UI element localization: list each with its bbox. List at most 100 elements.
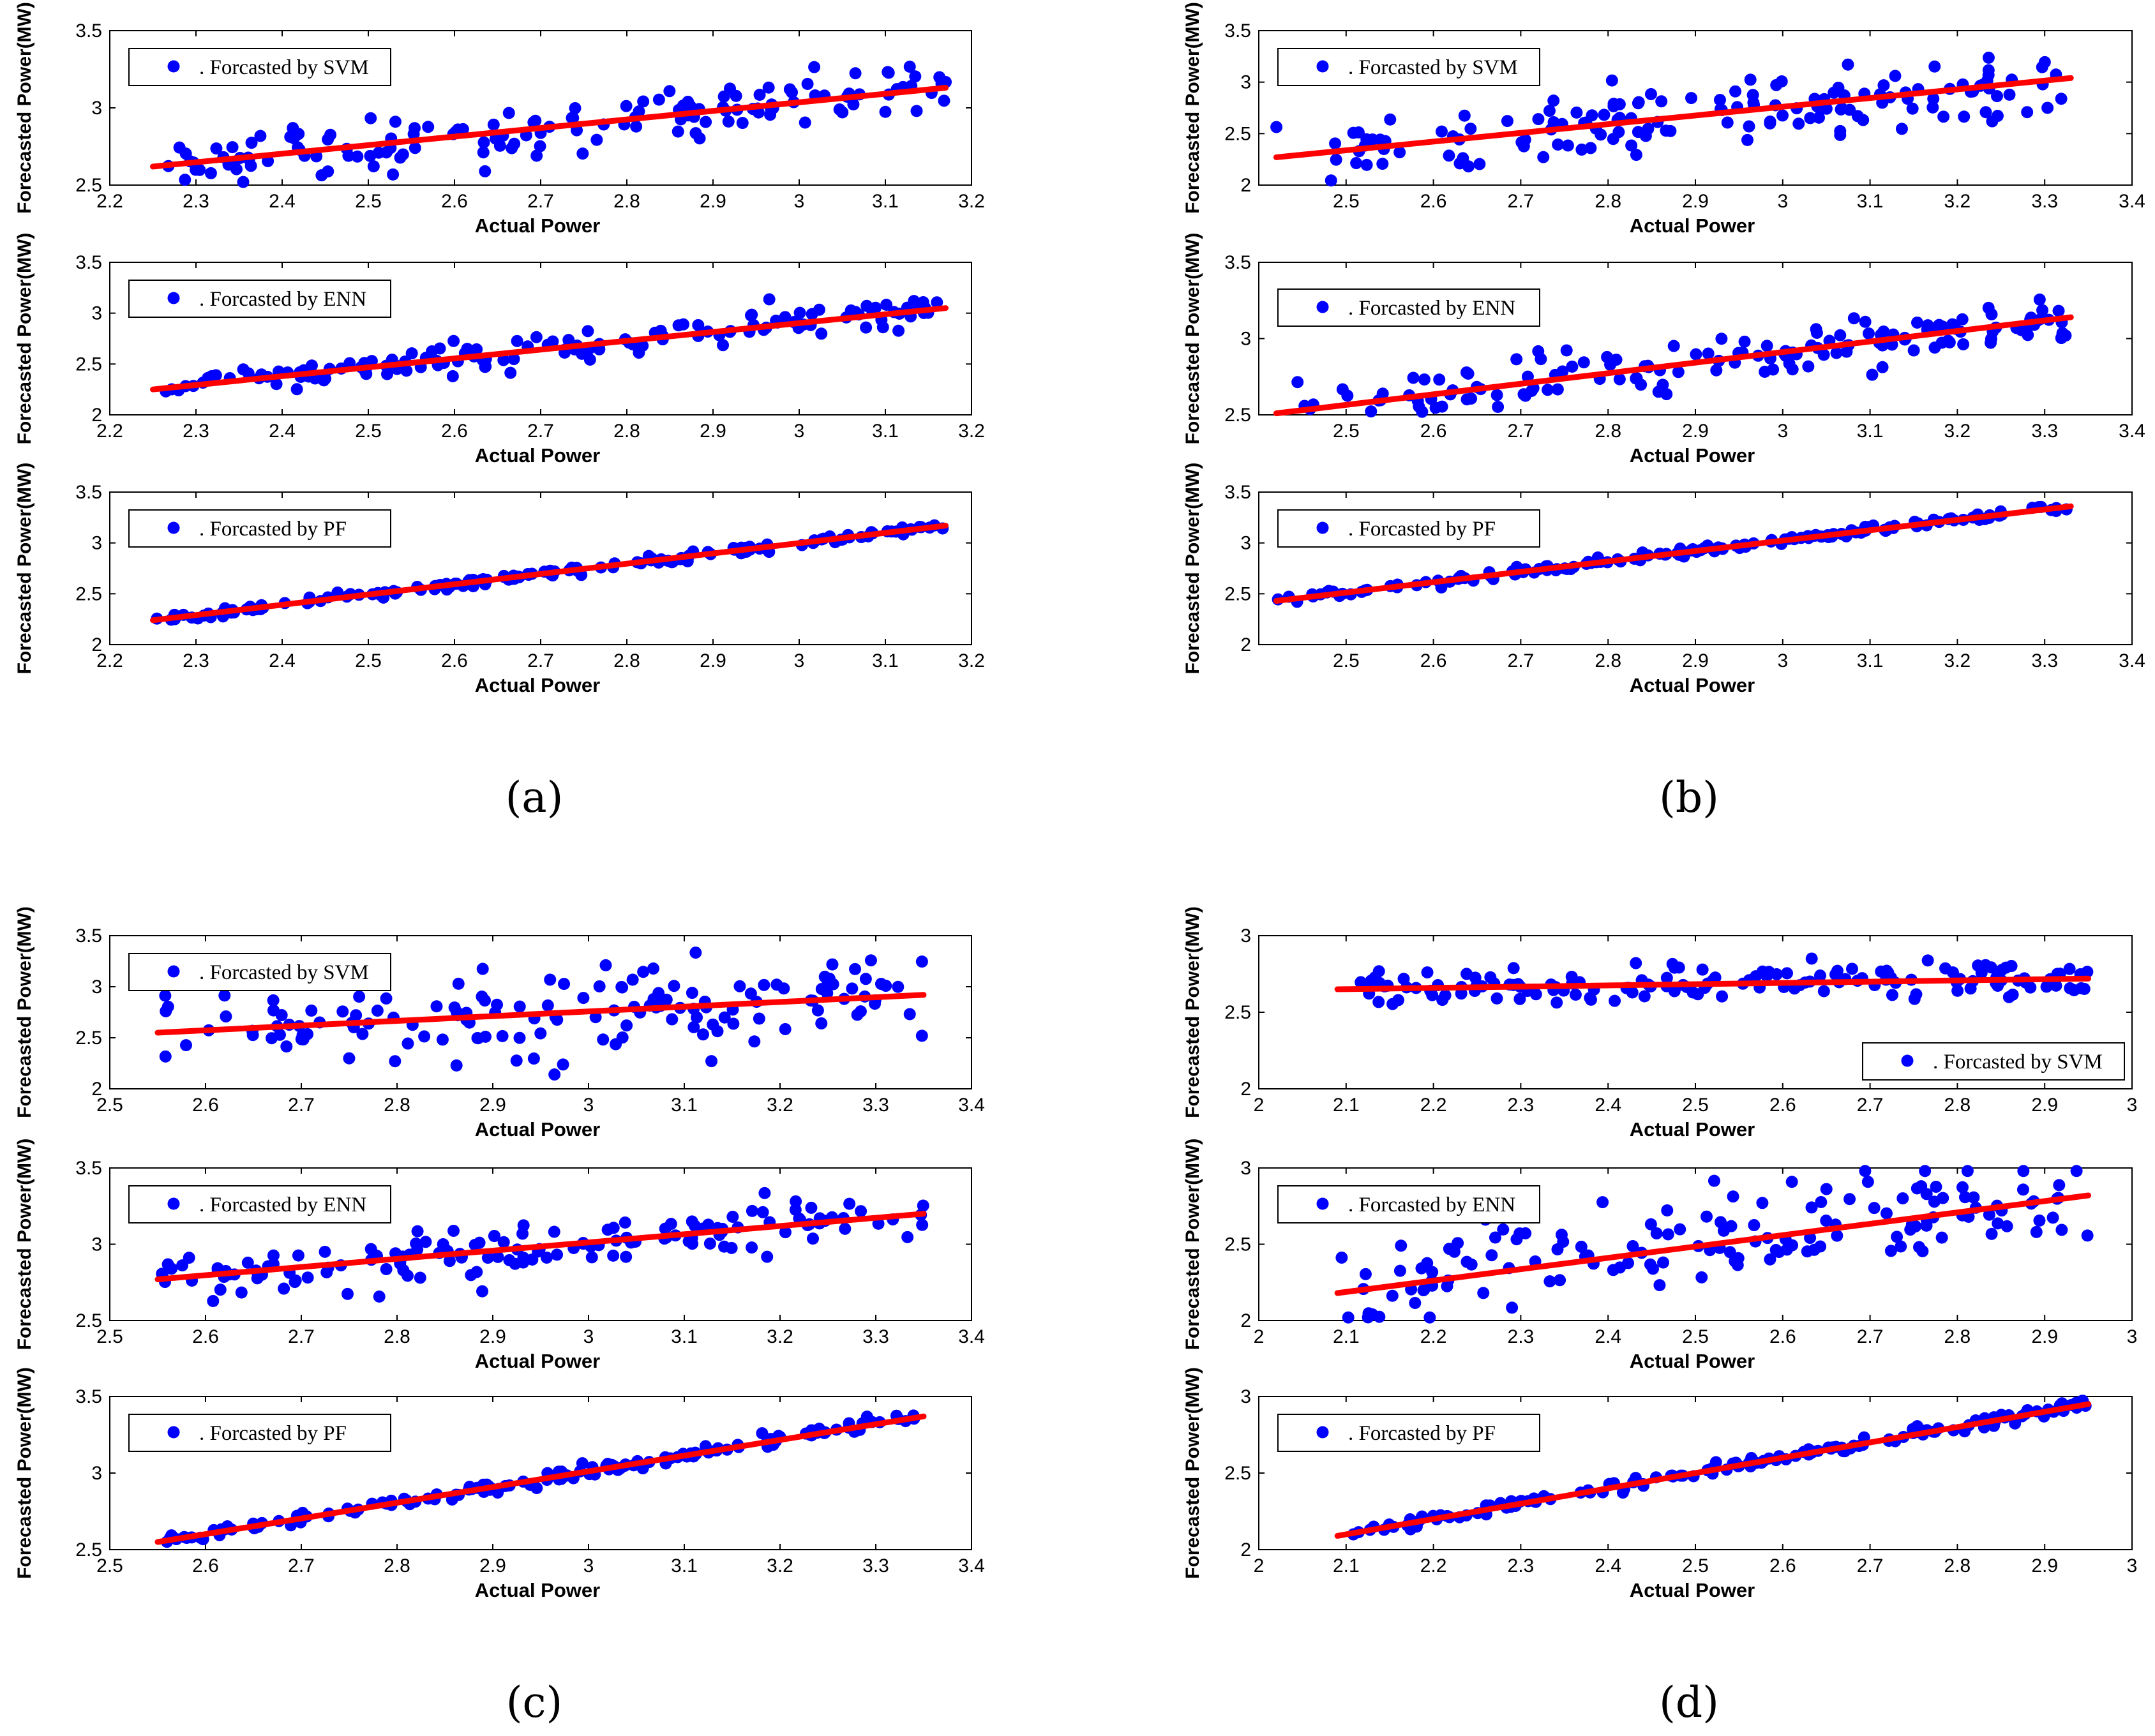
x-tick-label: 2.3 <box>1508 1095 1535 1116</box>
data-point <box>1764 1253 1776 1266</box>
data-point <box>1374 133 1386 146</box>
data-point <box>686 1238 699 1250</box>
y-tick-label: 2.5 <box>1224 405 1251 426</box>
x-tick-label: 3 <box>1777 650 1788 671</box>
data-point <box>590 133 603 146</box>
subplot-a-3: 2.2 2.3 2.4 2.5 2.6 2.7 2.8 2.9 3 3.1 3.2 2 2.5 3 3.5 A… <box>14 463 985 696</box>
data-point <box>1386 1289 1399 1302</box>
data-point <box>700 116 712 128</box>
x-tick-label: 2.6 <box>1420 191 1447 212</box>
x-tick-label: 3.1 <box>1857 421 1884 442</box>
data-point <box>443 1255 456 1268</box>
data-point <box>372 146 385 159</box>
data-point <box>722 115 735 128</box>
data-point <box>1738 335 1751 348</box>
x-tick-label: 2.7 <box>527 650 554 671</box>
data-point <box>576 1457 589 1470</box>
data-point <box>1497 1223 1510 1236</box>
data-point <box>278 1282 290 1295</box>
legend-label: . Forcasted by SVM <box>1348 56 1518 79</box>
data-point <box>527 116 540 129</box>
data-point <box>1660 388 1673 401</box>
x-tick-label: 3 <box>583 1555 594 1576</box>
data-point <box>815 327 828 340</box>
data-point <box>2052 304 2065 317</box>
data-point <box>799 116 811 129</box>
data-point <box>1868 1202 1881 1215</box>
data-point <box>2036 304 2049 317</box>
x-tick-label: 2.7 <box>1508 650 1535 671</box>
data-point <box>1436 125 1448 138</box>
data-point <box>2078 982 2091 995</box>
subplot-b-2: 2.5 2.6 2.7 2.8 2.9 3 3.1 3.2 3.3 3.4 2.5 3 3.5 Actua… <box>1182 233 2145 467</box>
data-point <box>1330 153 1342 166</box>
legend-marker <box>167 1426 180 1439</box>
data-point <box>513 1031 526 1044</box>
data-point <box>577 992 590 1005</box>
x-tick-label: 2.6 <box>1420 421 1447 442</box>
x-tick-label: 3.1 <box>872 650 899 671</box>
x-tick-label: 2.9 <box>1682 421 1709 442</box>
data-point <box>1979 106 1992 119</box>
data-point <box>1928 341 1941 354</box>
data-point <box>1834 329 1847 341</box>
data-point <box>1935 1231 1948 1244</box>
data-point <box>686 987 698 999</box>
data-point <box>254 130 267 142</box>
data-point <box>1817 985 1830 998</box>
data-point <box>527 1052 540 1065</box>
x-tick-label: 2.2 <box>1420 1555 1447 1576</box>
x-tick-label: 2.5 <box>1682 1555 1709 1576</box>
y-tick-label: 2.5 <box>1224 1463 1251 1484</box>
x-tick-label: 2.2 <box>96 650 123 671</box>
x-tick-label: 2.8 <box>384 1095 410 1116</box>
data-point <box>1557 1236 1570 1248</box>
x-tick-label: 2.7 <box>1857 1095 1884 1116</box>
data-point <box>1506 1301 1519 1314</box>
data-point <box>849 962 862 975</box>
data-point <box>479 165 492 177</box>
legend: . Forcasted by PF <box>1277 1414 1540 1452</box>
data-point <box>619 1216 631 1229</box>
panel-b: 2.5 2.6 2.7 2.8 2.9 3 3.1 3.2 3.3 3.4 2 2.5 3 3.5 Actu… <box>1182 2 2145 822</box>
data-point <box>1490 389 1503 401</box>
data-point <box>1386 998 1399 1010</box>
data-point <box>725 1241 738 1254</box>
data-point <box>1484 971 1497 984</box>
data-point <box>1360 158 1373 171</box>
panel-d: 2 2.1 2.2 2.3 2.4 2.5 2.6 2.7 2.8 2.9 3 2 2.5 3 Actual… <box>1182 906 2137 1727</box>
data-point <box>1477 1287 1490 1299</box>
x-tick-label: 3 <box>1777 421 1788 442</box>
data-point <box>1786 363 1799 376</box>
y-tick-label: 3 <box>1240 329 1251 350</box>
data-point <box>1492 400 1505 413</box>
x-tick-label: 3 <box>2127 1555 2138 1576</box>
data-point <box>1626 1240 1639 1253</box>
legend: . Forcasted by SVM <box>1862 1042 2125 1081</box>
data-point <box>718 1011 731 1024</box>
data-point <box>692 318 705 331</box>
data-point <box>1912 1241 1925 1253</box>
data-point <box>1920 1188 1933 1201</box>
data-point <box>717 90 730 103</box>
x-tick-label: 2.7 <box>1857 1555 1884 1576</box>
data-point <box>540 1251 553 1264</box>
data-point <box>1928 60 1941 73</box>
data-point <box>916 1218 929 1231</box>
data-point <box>1937 110 1950 123</box>
data-point <box>342 1287 354 1300</box>
data-point <box>1961 1165 1974 1178</box>
data-point <box>270 378 283 391</box>
y-tick-label: 2.5 <box>1224 583 1251 604</box>
y-tick-label: 3.5 <box>1224 482 1251 503</box>
data-point <box>1716 990 1729 1003</box>
x-axis-title: Actual Power <box>1630 214 1755 237</box>
data-point <box>1708 1174 1720 1187</box>
data-point <box>1834 124 1847 137</box>
data-point <box>433 342 446 355</box>
data-point <box>430 1000 443 1013</box>
data-point <box>218 989 231 1002</box>
x-tick-label: 2.2 <box>1420 1326 1447 1347</box>
data-point <box>1395 1239 1408 1252</box>
data-point <box>1805 952 1818 965</box>
